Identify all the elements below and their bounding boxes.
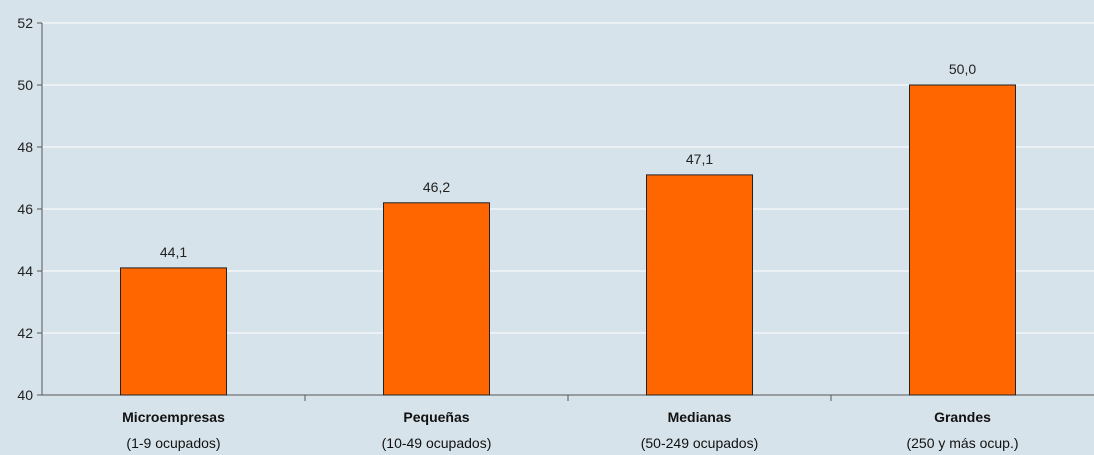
x-category-sublabel: (250 y más ocup.) — [906, 435, 1018, 451]
y-tick-label: 50 — [17, 77, 33, 93]
x-category-sublabel: (50-249 ocupados) — [641, 435, 759, 451]
y-tick-label: 44 — [17, 263, 33, 279]
bars — [120, 84, 1016, 396]
y-tick-label: 46 — [17, 201, 33, 217]
x-category-label: Medianas — [668, 409, 732, 425]
y-tick-label: 48 — [17, 139, 33, 155]
bar-microempresas — [120, 267, 227, 396]
x-category-sublabel: (1-9 ocupados) — [126, 435, 220, 451]
x-category-label: Pequeñas — [403, 409, 469, 425]
data-label: 50,0 — [949, 61, 976, 77]
y-tick-label: 52 — [17, 15, 33, 31]
labels: 40 42 44 46 48 50 52 44,1 Microempresas (1-9 ocup… — [17, 15, 1018, 451]
data-label: 44,1 — [160, 244, 187, 260]
data-label: 46,2 — [423, 179, 450, 195]
bar-medianas — [646, 174, 753, 396]
x-category-label: Microempresas — [122, 409, 225, 425]
y-tick-label: 42 — [17, 325, 33, 341]
x-category-label: Grandes — [934, 409, 991, 425]
x-category-sublabel: (10-49 ocupados) — [382, 435, 492, 451]
bar-peque-as — [383, 202, 490, 396]
y-tick-label: 40 — [17, 387, 33, 403]
bar-grandes — [909, 84, 1016, 396]
data-label: 47,1 — [686, 151, 713, 167]
